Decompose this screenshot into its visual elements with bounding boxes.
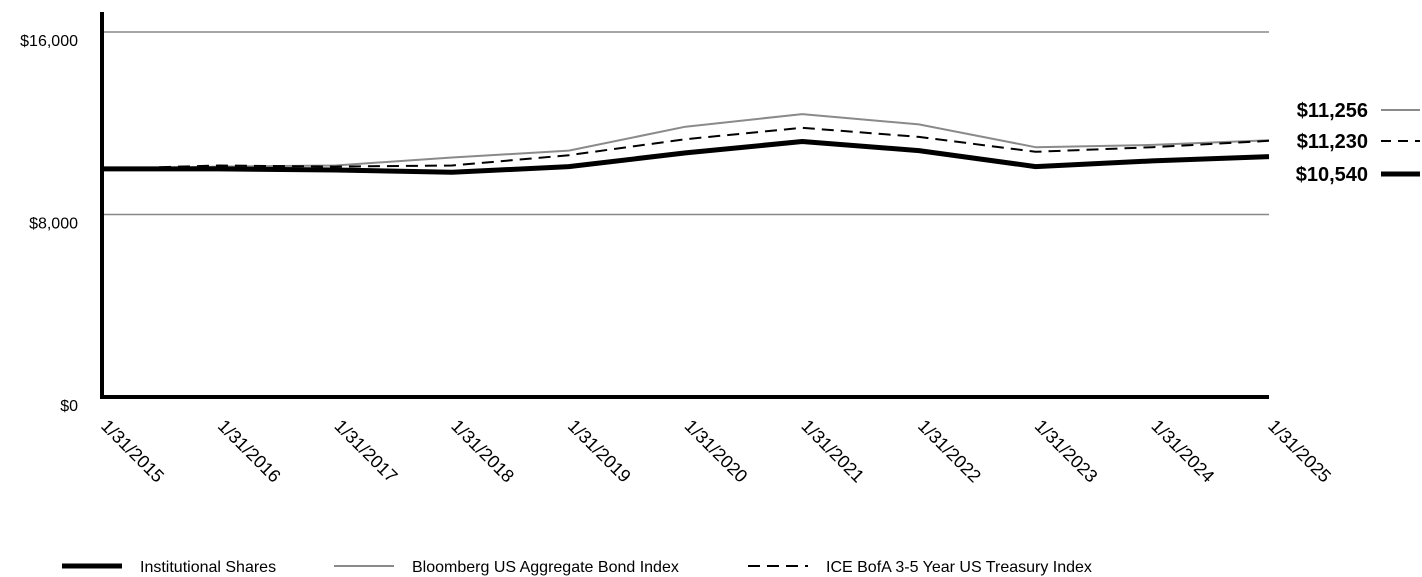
- legend: Institutional Shares Bloomberg US Aggrega…: [62, 559, 1092, 576]
- x-tick-label: 1/31/2017: [331, 416, 402, 487]
- x-tick-label: 1/31/2021: [797, 416, 868, 487]
- x-tick-label: 1/31/2023: [1031, 416, 1102, 487]
- end-value-label: $11,230: [1297, 131, 1368, 153]
- legend-label: Institutional Shares: [140, 559, 276, 576]
- x-tick-label: 1/31/2019: [564, 416, 635, 487]
- legend-label: ICE BofA 3-5 Year US Treasury Index: [826, 559, 1092, 576]
- x-tick-label: 1/31/2016: [214, 416, 285, 487]
- x-tick-label: 1/31/2022: [914, 416, 985, 487]
- x-axis-ticks: 1/31/2015 1/31/2016 1/31/2017 1/31/2018 1/31…: [97, 416, 1335, 487]
- legend-label: Bloomberg US Aggregate Bond Index: [412, 559, 679, 576]
- grid-lines: [102, 31, 1269, 216]
- series-line-1: [102, 139, 1270, 175]
- end-value-labels: $11,256 $11,230 $10,540: [1296, 100, 1420, 186]
- series-line-2: [101, 113, 1270, 170]
- y-tick-label: $0: [60, 398, 78, 415]
- y-tick-label: $16,000: [20, 33, 78, 50]
- y-axis-ticks: $0 $8,000 $16,000: [20, 33, 78, 415]
- x-tick-label: 1/31/2015: [97, 416, 168, 487]
- x-tick-label: 1/31/2025: [1264, 416, 1335, 487]
- series-lines: [101, 113, 1270, 175]
- end-value-label: $10,540: [1296, 164, 1368, 186]
- x-tick-label: 1/31/2018: [447, 416, 518, 487]
- end-value-label: $11,256: [1297, 100, 1368, 122]
- x-tick-label: 1/31/2020: [681, 416, 752, 487]
- x-tick-label: 1/31/2024: [1147, 416, 1218, 487]
- y-tick-label: $8,000: [29, 216, 78, 233]
- series-line-3: [101, 126, 1270, 170]
